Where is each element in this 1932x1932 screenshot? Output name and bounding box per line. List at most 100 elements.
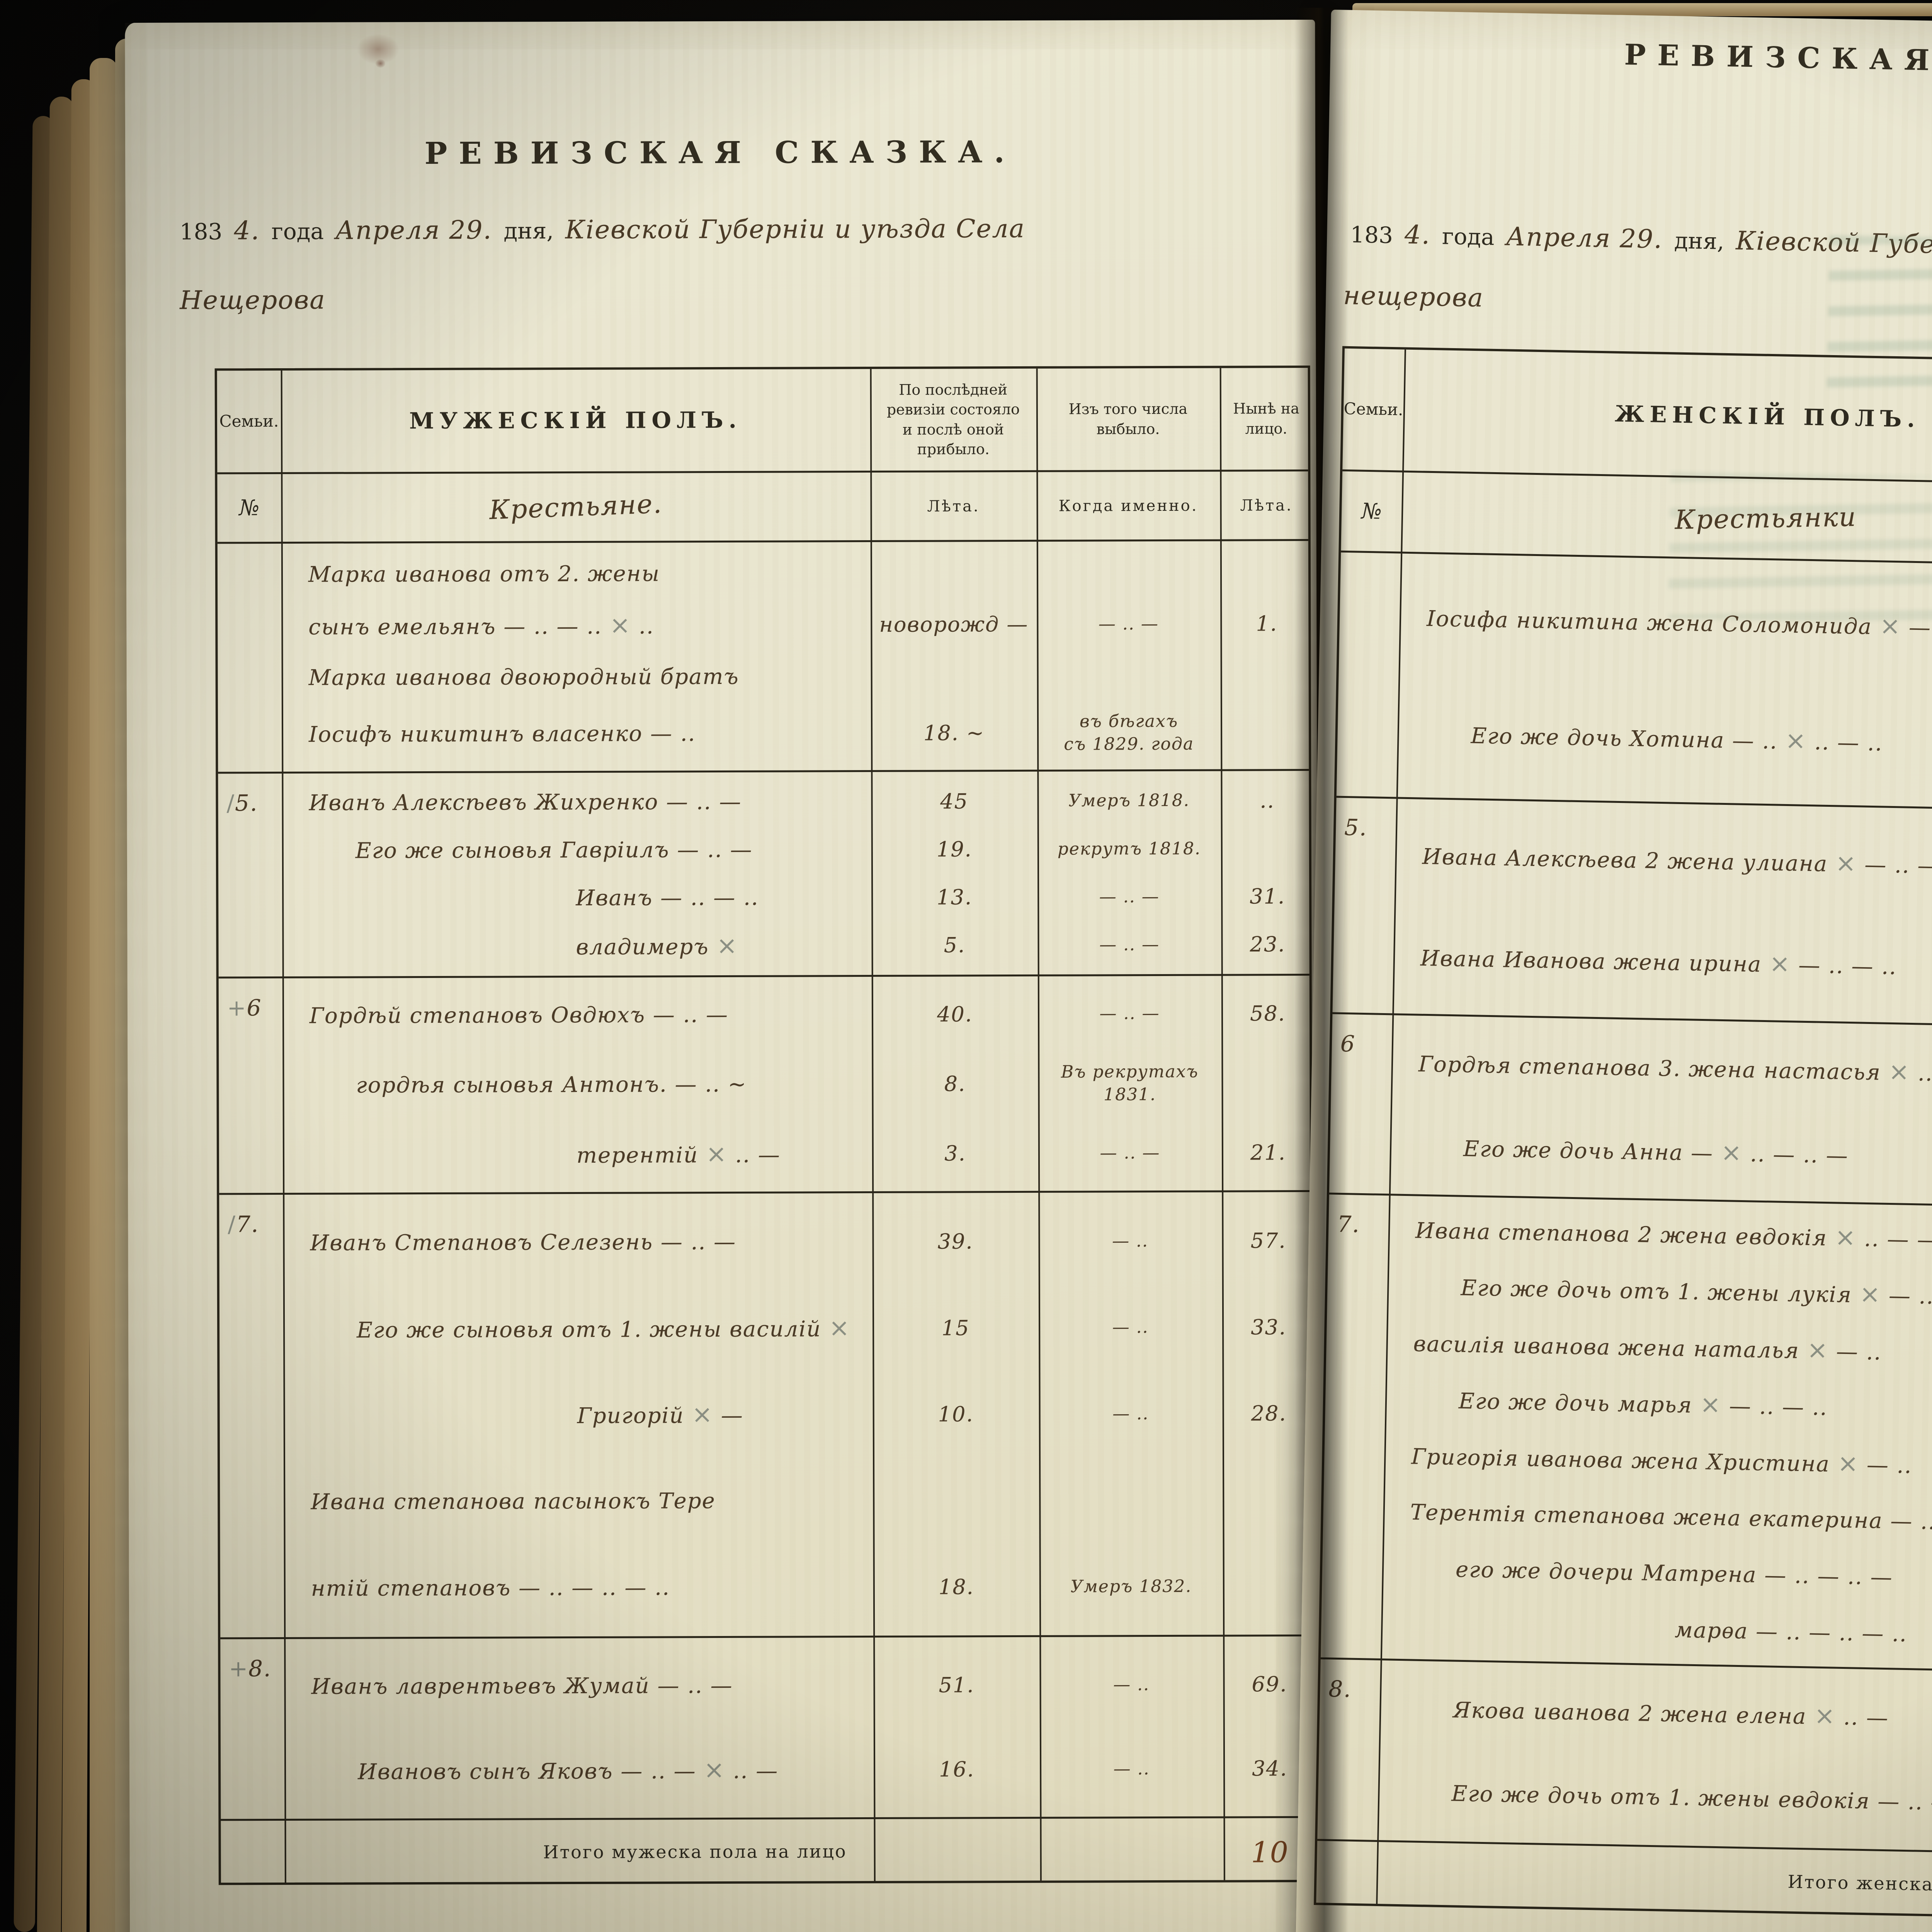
person-row: Марка иванова отъ 2. жены [218, 555, 1308, 592]
person-row: василія иванова жена наталья × — ..— .. … [1326, 1324, 1932, 1378]
person-row: Иванъ лаврентьевъ Жумай — .. —51. — .. 69. [220, 1667, 1311, 1704]
person-name: Его же сыновья отъ 1. жены василій × [283, 1314, 872, 1344]
form-year-printed: 183 [180, 218, 223, 245]
family-block: /5. Иванъ Алексѣевъ Жихренко — .. —45 Умер… [218, 769, 1309, 976]
female-table: Семьи. ЖЕНСКІЙ ПОЛЪ. Во временной отлучк… [1314, 346, 1932, 1924]
family-number: 6 [1340, 1031, 1355, 1057]
village-name-handwritten: Нещерова [180, 285, 326, 315]
pencil-mark: / [226, 790, 235, 816]
left-book-edge-stack [90, 58, 117, 1932]
person-row: Его же дочь отъ 1. жены евдокія — .. —— … [1318, 1774, 1932, 1828]
person-row: Его же дочь марья × — .. — ..— .. —1. [1325, 1380, 1932, 1434]
departure-note: — .. [1039, 1316, 1222, 1339]
person-name: Іосифъ никитинъ власенко — .. [282, 721, 871, 747]
male-table-footer: Итого мужеска пола на лицо 10 [221, 1816, 1311, 1884]
column-header-family: Семьи. [1343, 395, 1403, 424]
pencil-cross-mark: × [1879, 612, 1901, 641]
person-row: Иванъ — .. — .. 13. — .. —31. [218, 879, 1309, 917]
family-number: /7. [228, 1211, 259, 1237]
column-header-family: Семьи. [217, 407, 281, 435]
person-row: Иванъ Степановъ Селезень — .. —39. — .. 57… [219, 1223, 1310, 1261]
family-block: 8.Якова иванова 2 жена елена × .. —— ..2… [1317, 1657, 1932, 1857]
pencil-cross-mark: × [704, 1756, 725, 1784]
place-handwritten: Кіевской Губерніи и уѣзда Села [1736, 226, 1932, 264]
person-row: Его же дочь Хотина — .. × .. — ..— .. — … [1337, 715, 1932, 769]
departure-note [1037, 572, 1220, 573]
pencil-cross-mark: × [716, 932, 738, 960]
pencil-cross-mark: × [1888, 1057, 1910, 1086]
age-at-last-revision: 40. [872, 1002, 1038, 1026]
female-table-header: Семьи. ЖЕНСКІЙ ПОЛЪ. Во временной отлучк… [1341, 349, 1932, 571]
column-subheader-years: Лѣта. [870, 492, 1036, 520]
departure-note: — .. [1039, 1402, 1223, 1425]
person-name: Ивановъ сынъ Яковъ — .. — × .. — [284, 1755, 874, 1786]
family-block: 6 Гордѣя степанова 3. жена настасья × .. … [1329, 1012, 1932, 1211]
person-row: Ивана степанова пасынокъ Тере [220, 1482, 1311, 1520]
age-at-last-revision: 8. [872, 1071, 1038, 1096]
person-name: Его же сыновья Гавріилъ — .. — [282, 837, 871, 864]
person-row: гордѣя сыновья Антонъ. — .. ~8. Въ рекрут… [219, 1060, 1310, 1109]
departure-note: — .. [1038, 1230, 1222, 1253]
person-name: сынъ емельянъ — .. — .. × .. [281, 611, 871, 641]
pencil-cross-mark: × [1769, 949, 1791, 978]
age-present: .. [1221, 788, 1313, 813]
age-at-last-revision: 5. [871, 933, 1037, 957]
page-title: РЕВИЗСКАЯ СКАЗКА. [125, 134, 1315, 172]
age-at-last-revision: 18. ~ [871, 721, 1037, 745]
person-row: Ивана Алексѣева 2 жена улиана × — .. — .… [1335, 837, 1932, 890]
male-table: Семьи. МУЖЕСКІЙ ПОЛЪ. По послѣдней ревиз… [215, 366, 1314, 1885]
person-row: Его же дочь отъ 1. жены лукія × — .. —— … [1327, 1267, 1932, 1321]
age-present [1221, 848, 1314, 849]
family-number: 7. [1337, 1211, 1361, 1238]
age-present: 31. [1221, 884, 1314, 909]
form-year-printed: 183 [1350, 221, 1393, 248]
family-block: +6 Гордѣй степановъ Овдюхъ — .. —40. — .. … [219, 974, 1310, 1193]
pencil-cross-mark: × [692, 1401, 713, 1429]
person-name: Иванъ Алексѣевъ Жихренко — .. — [282, 789, 871, 816]
year-handwritten: 4. [234, 216, 260, 245]
age-present: 28. [1223, 1401, 1315, 1426]
column-header-last-revision: По послѣдней ревизіи состояло и послѣ он… [870, 377, 1037, 463]
age-present: 23. [1221, 932, 1314, 957]
left-date-line: 183 4. года Апреля 29. дня, Кіевской Губе… [180, 214, 1025, 246]
form-word-year: года [1442, 223, 1495, 250]
pencil-cross-mark: × [1721, 1138, 1743, 1167]
form-word-day: дня, [1674, 227, 1725, 254]
person-row: Ивана степанова 2 жена евдокія × .. — — … [1328, 1211, 1932, 1265]
person-name: Его же дочь Анна — × .. — .. — [1389, 1132, 1932, 1174]
family-number: /5. [226, 790, 258, 816]
pencil-cross-mark: × [706, 1140, 728, 1168]
person-name: Иванъ — .. — .. [282, 885, 871, 912]
age-present: 21. [1222, 1140, 1315, 1165]
person-name: Марка иванова двоюродный братъ [282, 664, 871, 690]
person-name: владимеръ × [282, 931, 871, 961]
person-row: Ивана Иванова жена ирина × — .. — ..— ..… [1333, 939, 1932, 992]
pencil-cross-mark: × [1837, 1449, 1859, 1478]
person-row: Гордѣй степановъ Овдюхъ — .. —40. — .. —5… [219, 996, 1310, 1033]
pencil-cross-mark: × [1835, 849, 1857, 878]
departure-note: — .. — [1038, 1002, 1221, 1026]
age-at-last-revision [873, 1500, 1039, 1501]
departure-note: въ бѣгахъ съ 1829. года [1037, 709, 1221, 756]
person-row: Іосифа никитина жена Соломонида × — ..— … [1339, 599, 1932, 652]
age-present: 1. [1220, 611, 1313, 636]
person-name: гордѣя сыновья Антонъ. — .. ~ [282, 1071, 872, 1098]
page-title: РЕВИЗСКАЯ СКАЗКА. [1330, 33, 1932, 87]
pencil-cross-mark: × [1785, 726, 1807, 755]
departure-note [1037, 675, 1221, 676]
age-at-last-revision: 51. [873, 1673, 1039, 1697]
family-block: 5. Ивана Алексѣева 2 жена улиана × — .. —… [1332, 796, 1932, 1031]
person-name: Его же дочь отъ 1. жены евдокія — .. — [1378, 1780, 1932, 1818]
age-at-last-revision: 18. [873, 1575, 1039, 1599]
person-name: Ивана степанова 2 жена евдокія × .. — — … [1388, 1215, 1932, 1257]
person-name: марѳа — .. — .. — .. [1381, 1612, 1932, 1651]
person-name: Иванъ лаврентьевъ Жумай — .. — [284, 1673, 873, 1699]
date-handwritten: Апреля 29. [335, 215, 492, 245]
age-present: 57. [1222, 1228, 1315, 1253]
person-row: марѳа — .. — .. — ..— .. —7. [1321, 1606, 1932, 1660]
person-row: Марка иванова двоюродный братъ [218, 658, 1309, 695]
person-name: терентій × .. — [283, 1139, 872, 1170]
person-name: Ивана степанова пасынокъ Тере [284, 1488, 873, 1515]
person-name: Гордѣй степановъ Овдюхъ — .. — [282, 1002, 872, 1029]
departure-note: Умеръ 1818. [1037, 789, 1221, 813]
